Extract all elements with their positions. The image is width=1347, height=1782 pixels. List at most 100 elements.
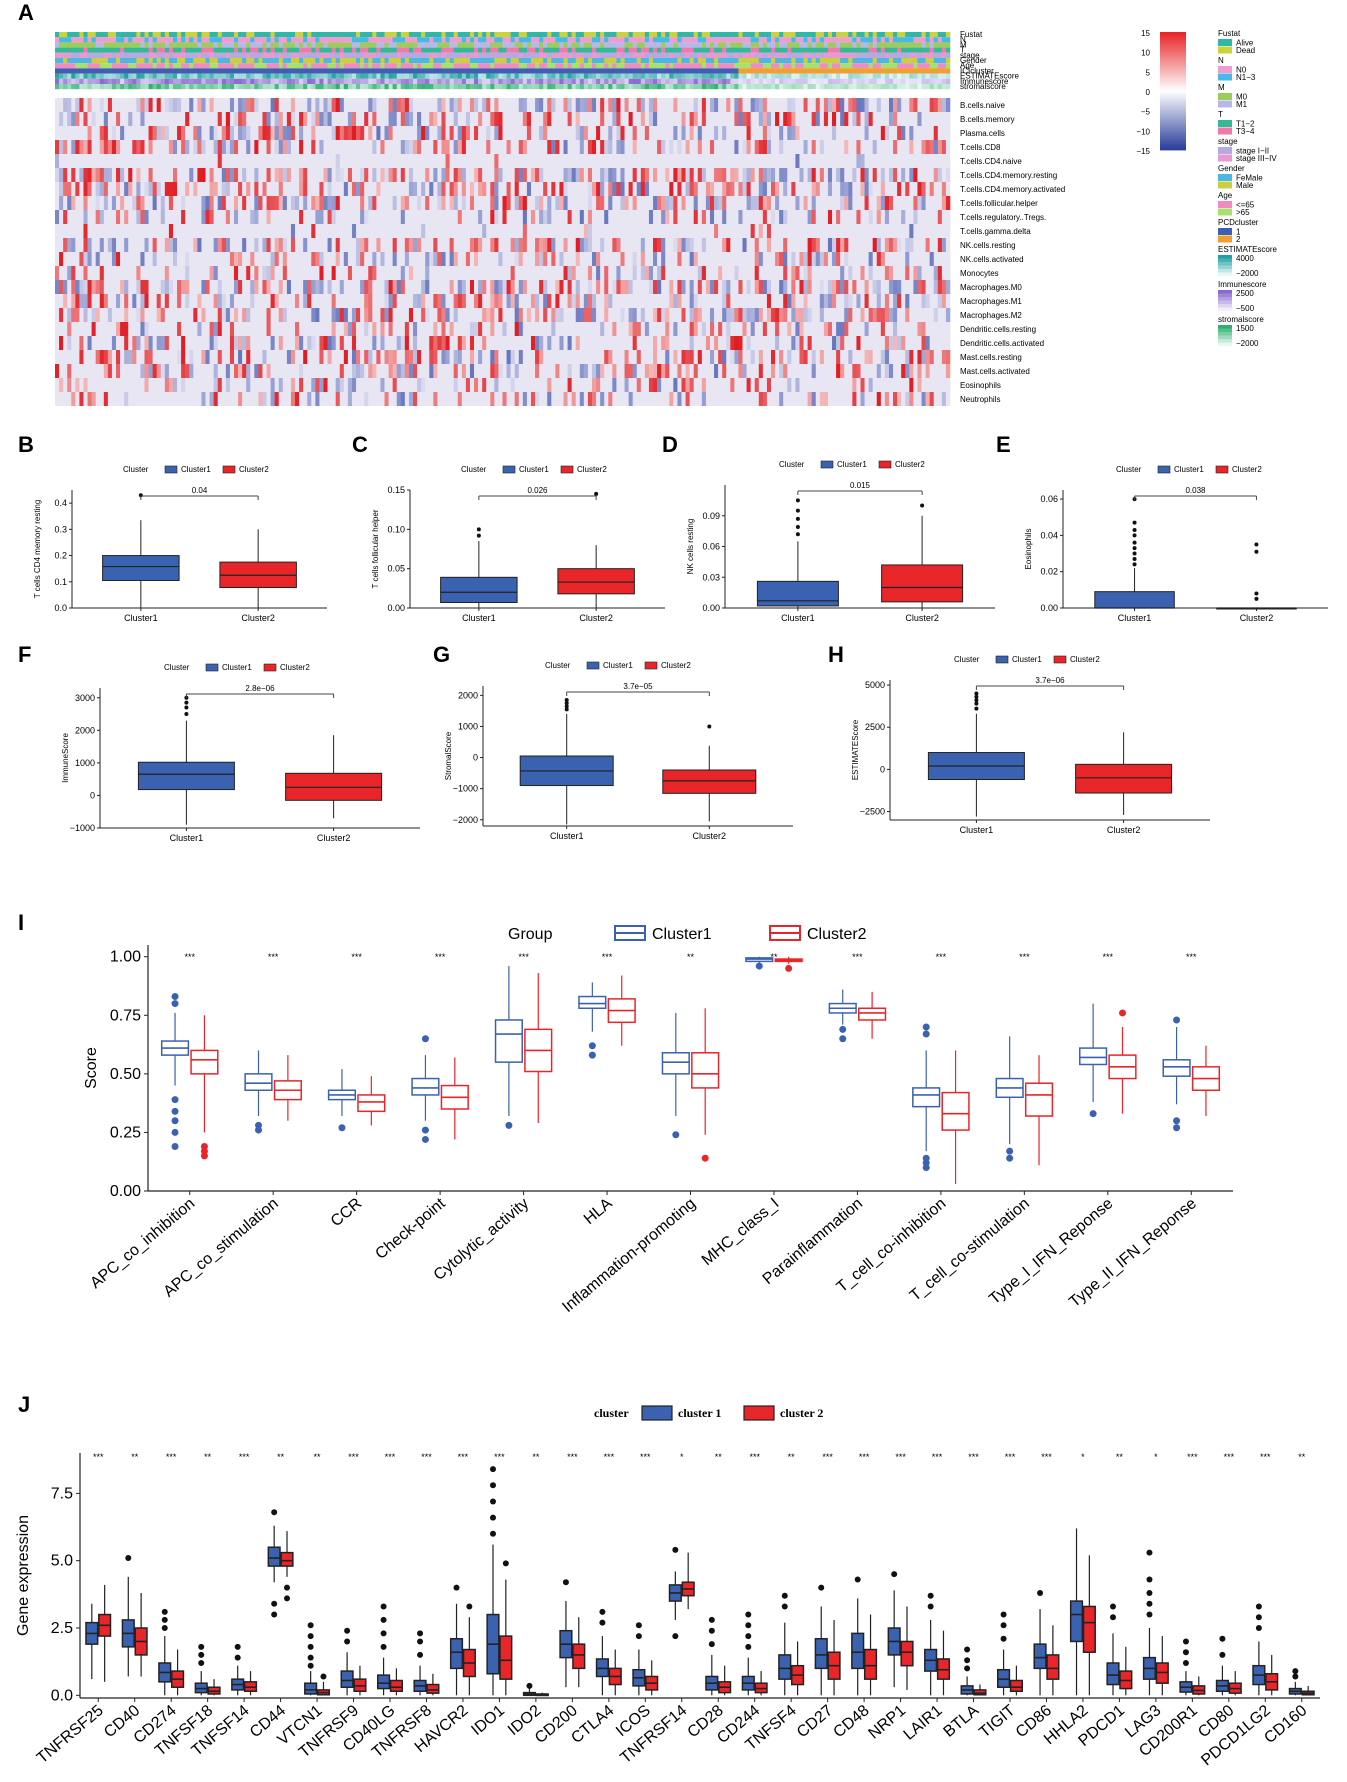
- heatmap-cell: [396, 196, 402, 210]
- heatmap-cell: [120, 224, 125, 238]
- heatmap-annotation-cell: [478, 37, 483, 43]
- heatmap-cell: [107, 126, 113, 140]
- heatmap-cell: [848, 126, 853, 140]
- heatmap-annotation-cell: [242, 52, 247, 58]
- heatmap-cell: [429, 154, 434, 168]
- heatmap-cell: [555, 140, 560, 154]
- heatmap-annotation-cell: [388, 52, 393, 58]
- heatmap-cell: [327, 112, 332, 126]
- heatmap-cell: [425, 196, 430, 210]
- heatmap-cell: [116, 126, 121, 140]
- heatmap-annotation-cell: [644, 42, 650, 48]
- heatmap-cell: [417, 168, 422, 182]
- heatmap-annotation-cell: [567, 32, 572, 38]
- heatmap-annotation-cell: [270, 68, 275, 74]
- heatmap-cell: [490, 98, 495, 112]
- heatmap-cell: [478, 238, 483, 252]
- heatmap-annotation-cell: [482, 63, 487, 69]
- heatmap-annotation-cell: [506, 47, 511, 53]
- heatmap-cell: [254, 154, 259, 168]
- heatmap-cell: [567, 238, 572, 252]
- heatmap-annotation-cell: [474, 73, 479, 79]
- heatmap-cell: [425, 140, 430, 154]
- heatmap-cell: [319, 98, 324, 112]
- heatmap-annotation-cell: [945, 42, 951, 48]
- heatmap-annotation-cell: [99, 37, 105, 43]
- heatmap-annotation-cell: [657, 42, 662, 48]
- heatmap-annotation-cell: [319, 84, 324, 90]
- heatmap-cell: [506, 140, 511, 154]
- heatmap-cell: [144, 196, 149, 210]
- heatmap-annotation-cell: [681, 52, 686, 58]
- heatmap-cell: [872, 112, 878, 126]
- heatmap-cell: [234, 196, 239, 210]
- heatmap-cell: [421, 112, 426, 126]
- heatmap-annotation-cell: [441, 37, 446, 43]
- heatmap-cell: [197, 210, 202, 224]
- heatmap-cell: [55, 252, 60, 266]
- heatmap-annotation-cell: [453, 84, 459, 90]
- heatmap-annotation-cell: [225, 52, 231, 58]
- heatmap-annotation-cell: [665, 58, 670, 64]
- heatmap-cell: [449, 252, 454, 266]
- heatmap-cell: [555, 154, 560, 168]
- heatmap-annotation-cell: [522, 42, 528, 48]
- heatmap-annotation-cell: [905, 84, 910, 90]
- heatmap-annotation-cell: [388, 63, 393, 69]
- heatmap-cell: [848, 168, 853, 182]
- heatmap-cell: [742, 154, 747, 168]
- heatmap-cell: [608, 168, 613, 182]
- heatmap-row-label: T.cells.CD8: [960, 143, 1001, 152]
- heatmap-cell: [543, 126, 548, 140]
- heatmap-cell: [880, 154, 886, 168]
- heatmap-annotation-cell: [234, 47, 239, 53]
- heatmap-annotation-cell: [909, 63, 914, 69]
- heatmap-annotation-cell: [575, 32, 581, 38]
- heatmap-annotation-cell: [734, 47, 739, 53]
- heatmap-cell: [197, 98, 202, 112]
- heatmap-cell: [836, 154, 841, 168]
- heatmap-annotation-cell: [63, 42, 68, 48]
- heatmap-annotation-cell: [897, 63, 902, 69]
- heatmap-cell: [612, 140, 617, 154]
- heatmap-cell: [177, 210, 182, 224]
- heatmap-cell: [63, 210, 68, 224]
- heatmap-cell: [132, 140, 137, 154]
- heatmap-annotation-cell: [832, 63, 837, 69]
- heatmap-cell: [762, 238, 768, 252]
- heatmap-annotation-cell: [177, 84, 182, 90]
- heatmap-cell: [185, 252, 190, 266]
- heatmap-annotation-cell: [937, 78, 943, 84]
- heatmap-cell: [754, 210, 760, 224]
- heatmap-cell: [413, 182, 418, 196]
- heatmap-cell: [347, 210, 353, 224]
- heatmap-annotation-cell: [636, 78, 642, 84]
- heatmap-cell: [67, 210, 72, 224]
- heatmap-cell: [87, 196, 92, 210]
- heatmap-cell: [185, 126, 190, 140]
- heatmap-cell: [132, 112, 137, 126]
- heatmap-annotation-cell: [376, 52, 381, 58]
- heatmap-cell: [339, 196, 345, 210]
- heatmap-cell: [140, 112, 145, 126]
- heatmap-cell: [852, 210, 857, 224]
- heatmap-cell: [270, 196, 275, 210]
- heatmap-annotation-cell: [254, 52, 259, 58]
- heatmap-cell: [803, 126, 808, 140]
- heatmap-cell: [551, 98, 556, 112]
- heatmap-cell: [929, 168, 935, 182]
- heatmap-annotation-cell: [498, 37, 503, 43]
- heatmap-cell: [661, 224, 666, 238]
- heatmap-cell: [673, 98, 678, 112]
- heatmap-cell: [160, 98, 166, 112]
- heatmap-cell: [124, 112, 129, 126]
- heatmap-annotation-cell: [734, 58, 739, 64]
- heatmap-annotation-cell: [465, 73, 471, 79]
- heatmap-cell: [653, 196, 658, 210]
- heatmap-annotation-cell: [111, 42, 117, 48]
- heatmap-annotation-cell: [128, 32, 133, 38]
- heatmap-annotation-cell: [339, 68, 345, 74]
- heatmap-annotation-cell: [884, 58, 890, 64]
- heatmap-annotation-cell: [364, 58, 369, 64]
- heatmap-annotation-cell: [290, 52, 296, 58]
